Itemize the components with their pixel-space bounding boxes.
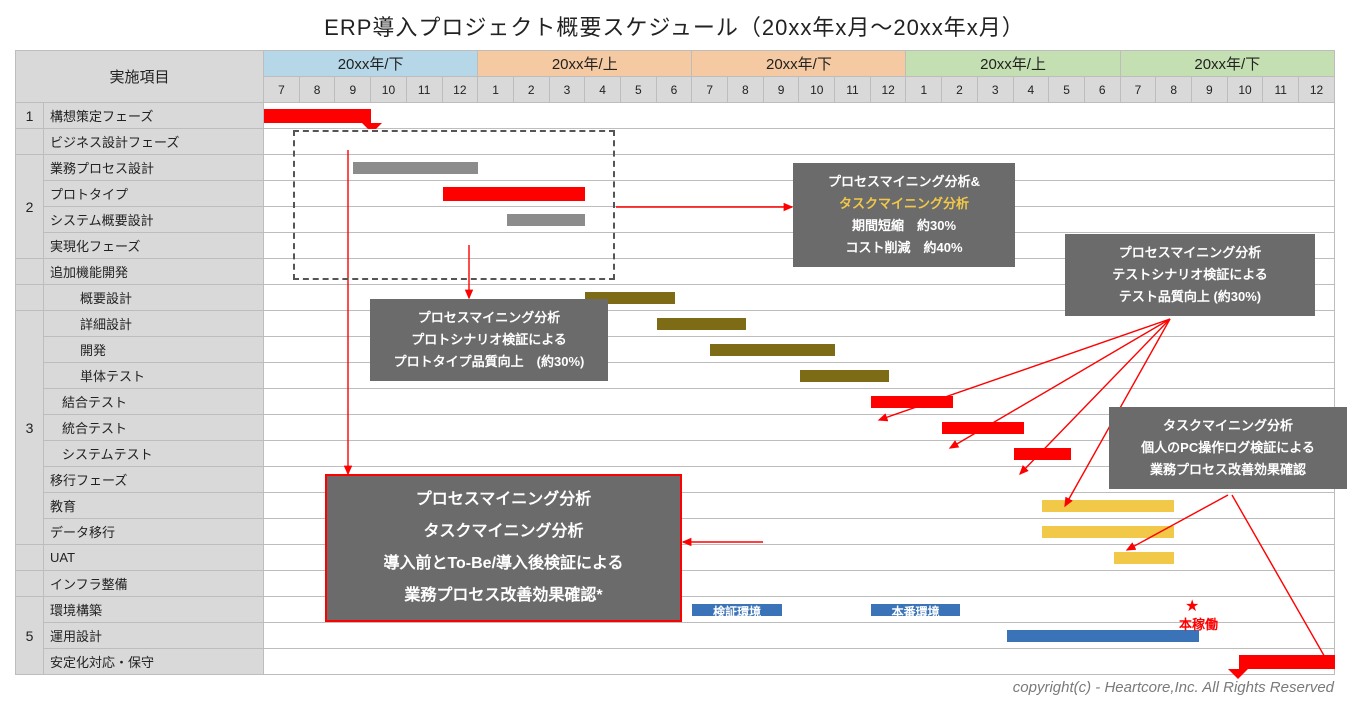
month-header: 2 — [942, 77, 978, 103]
row-number: 5 — [16, 597, 44, 675]
task-label: システム概要設計 — [44, 207, 264, 233]
month-header: 1 — [478, 77, 514, 103]
gantt-bar — [1239, 655, 1335, 669]
task-label: 安定化対応・保守 — [44, 649, 264, 675]
gantt-bar — [1007, 630, 1200, 642]
month-header: 4 — [585, 77, 621, 103]
gantt-bar — [443, 187, 586, 201]
half-header: 20xx年/上 — [906, 51, 1120, 77]
task-label: UAT — [44, 545, 264, 571]
month-header: 6 — [656, 77, 692, 103]
col-header-task: 実施項目 — [16, 51, 264, 103]
row-number: 1 — [16, 103, 44, 129]
task-label: 開発 — [44, 337, 264, 363]
gantt-bar: 本番環境 — [871, 604, 960, 616]
month-header: 4 — [1013, 77, 1049, 103]
month-header: 8 — [728, 77, 764, 103]
month-header: 10 — [371, 77, 407, 103]
task-label: データ移行 — [44, 519, 264, 545]
gantt-bar — [507, 214, 586, 226]
chart-title: ERP導入プロジェクト概要スケジュール（20xx年x月～20xx年x月） — [15, 10, 1334, 42]
month-header: 7 — [264, 77, 300, 103]
month-header: 2 — [513, 77, 549, 103]
gantt-bar — [657, 318, 746, 330]
gantt-bar — [1042, 500, 1174, 512]
timeline-cell — [264, 103, 1335, 129]
task-label: システムテスト — [44, 441, 264, 467]
month-header: 9 — [763, 77, 799, 103]
task-label: 業務プロセス設計 — [44, 155, 264, 181]
half-header: 20xx年/下 — [692, 51, 906, 77]
month-header: 5 — [1049, 77, 1085, 103]
row-number — [16, 259, 44, 285]
month-header: 8 — [299, 77, 335, 103]
half-header: 20xx年/上 — [478, 51, 692, 77]
task-label: プロトタイプ — [44, 181, 264, 207]
month-header: 6 — [1084, 77, 1120, 103]
gantt-bar — [264, 109, 371, 123]
gantt-bar — [353, 162, 478, 174]
timeline-cell — [264, 649, 1335, 675]
task-label: ビジネス設計フェーズ — [44, 129, 264, 155]
task-label: 環境構築 — [44, 597, 264, 623]
gantt-bar: 検証環境 — [692, 604, 781, 616]
gantt-bar — [1042, 526, 1174, 538]
callout: プロセスマイニング分析テストシナリオ検証によるテスト品質向上 (約30%) — [1065, 234, 1315, 316]
task-label: 統合テスト — [44, 415, 264, 441]
copyright: copyright(c) - Heartcore,Inc. All Rights… — [15, 679, 1334, 696]
task-label: インフラ整備 — [44, 571, 264, 597]
task-label: 単体テスト — [44, 363, 264, 389]
task-label: 詳細設計 — [44, 311, 264, 337]
task-label: 移行フェーズ — [44, 467, 264, 493]
callout: プロセスマイニング分析&タスクマイニング分析期間短縮 約30%コスト削減 約40… — [793, 163, 1015, 267]
month-header: 11 — [406, 77, 442, 103]
task-label: 運用設計 — [44, 623, 264, 649]
callout: プロセスマイニング分析タスクマイニング分析導入前とTo-Be/導入後検証による業… — [325, 474, 682, 622]
month-header: 9 — [335, 77, 371, 103]
row-number — [16, 545, 44, 571]
task-label: 構想策定フェーズ — [44, 103, 264, 129]
task-label: 概要設計 — [44, 285, 264, 311]
gantt-bar — [1114, 552, 1175, 564]
task-label: 教育 — [44, 493, 264, 519]
task-label: 追加機能開発 — [44, 259, 264, 285]
row-number: 2 — [16, 155, 44, 259]
half-header: 20xx年/下 — [1120, 51, 1334, 77]
month-header: 7 — [692, 77, 728, 103]
timeline-cell — [264, 623, 1335, 649]
gantt-bar — [710, 344, 835, 356]
gantt-bar — [800, 370, 889, 382]
gantt-chart: 実施項目20xx年/下20xx年/上20xx年/下20xx年/上20xx年/下7… — [15, 50, 1335, 675]
month-header: 3 — [977, 77, 1013, 103]
month-header: 8 — [1156, 77, 1192, 103]
callout: プロセスマイニング分析プロトシナリオ検証によるプロトタイプ品質向上 (約30%) — [370, 299, 608, 381]
gantt-bar — [1014, 448, 1071, 460]
month-header: 9 — [1192, 77, 1228, 103]
callout: タスクマイニング分析個人のPC操作ログ検証による業務プロセス改善効果確認 — [1109, 407, 1347, 489]
half-header: 20xx年/下 — [264, 51, 478, 77]
row-number — [16, 285, 44, 311]
row-number: 3 — [16, 311, 44, 545]
month-header: 11 — [1263, 77, 1299, 103]
month-header: 5 — [620, 77, 656, 103]
month-header: 12 — [442, 77, 478, 103]
row-number — [16, 129, 44, 155]
month-header: 1 — [906, 77, 942, 103]
month-header: 12 — [870, 77, 906, 103]
month-header: 7 — [1120, 77, 1156, 103]
month-header: 3 — [549, 77, 585, 103]
month-header: 10 — [799, 77, 835, 103]
month-header: 12 — [1299, 77, 1335, 103]
month-header: 11 — [835, 77, 871, 103]
row-number — [16, 571, 44, 597]
gantt-bar — [942, 422, 1024, 434]
task-label: 結合テスト — [44, 389, 264, 415]
task-label: 実現化フェーズ — [44, 233, 264, 259]
gantt-bar — [871, 396, 953, 408]
timeline-cell — [264, 129, 1335, 155]
month-header: 10 — [1227, 77, 1263, 103]
